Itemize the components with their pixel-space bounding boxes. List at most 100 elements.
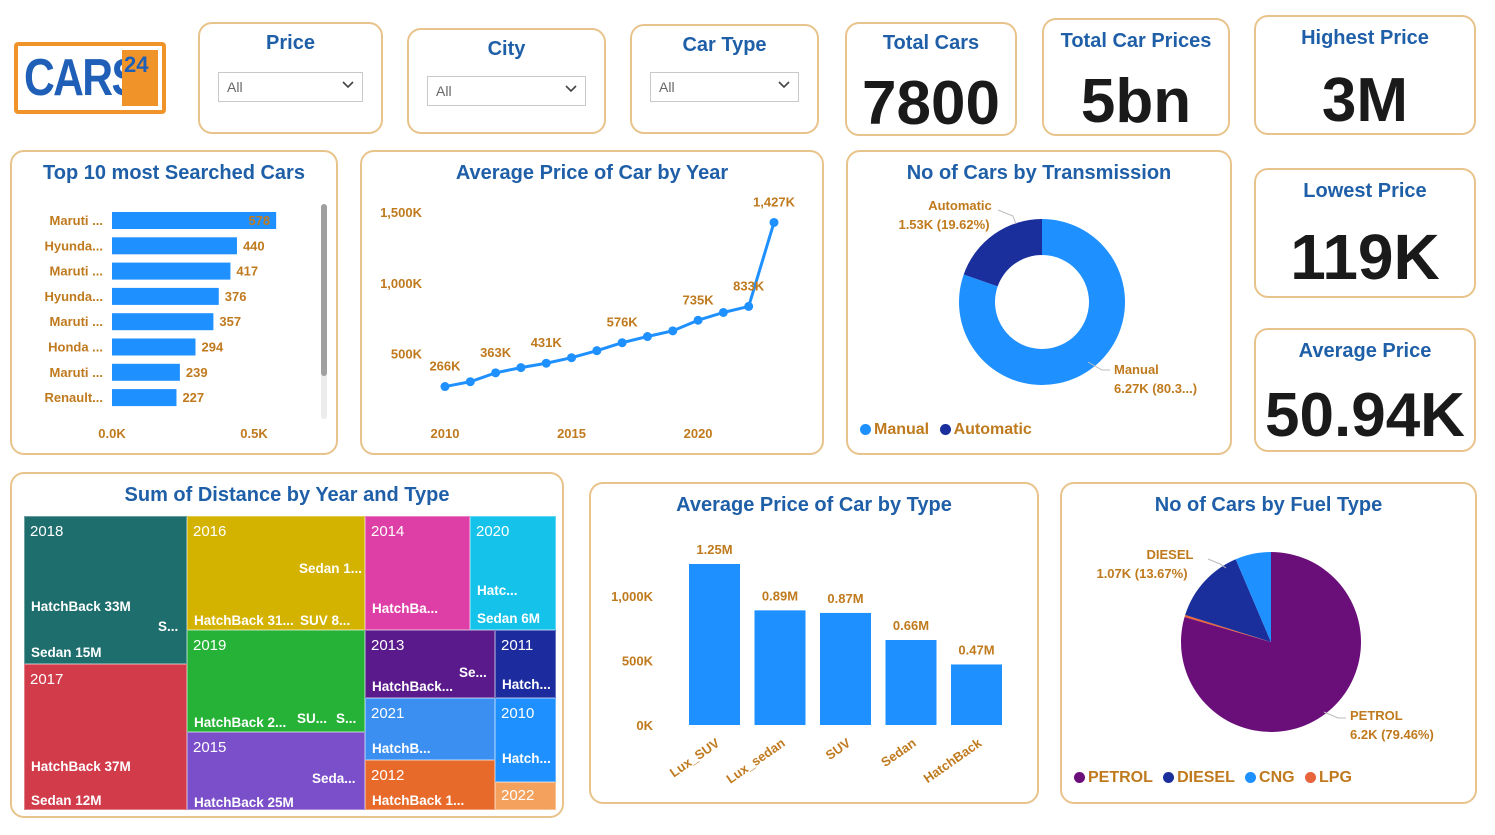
pie-slice-lpg[interactable]	[1184, 614, 1271, 642]
bar[interactable]	[951, 664, 1002, 725]
bar[interactable]	[754, 610, 806, 725]
top10-scrollbar[interactable]	[321, 204, 327, 419]
legend-label-petrol: PETROL	[1088, 769, 1153, 786]
donut-slice-automatic[interactable]	[963, 219, 1042, 287]
legend-item-petrol[interactable]: PETROL	[1074, 769, 1153, 786]
treemap-cell-2018[interactable]: 2018 HatchBack 33M Sedan 15M S...	[24, 516, 187, 664]
bar-value-label: 376	[225, 289, 247, 304]
bar[interactable]	[112, 313, 214, 331]
treemap-cell-2013[interactable]: 2013 HatchBack... Se...	[365, 630, 495, 698]
top10-chart: Maruti ... 578 Hyunda... 440 Maruti ... 417 Hy…	[44, 212, 277, 441]
bar[interactable]	[112, 338, 196, 356]
car-type-slicer[interactable]: Car Type All	[630, 24, 819, 134]
bar[interactable]	[112, 389, 177, 407]
bar-category-label: Renault...	[44, 390, 103, 405]
legend-item-manual[interactable]: Manual	[860, 421, 929, 438]
legend-item-automatic[interactable]: Automatic	[939, 421, 1032, 438]
bar-category-label: Maruti ...	[50, 314, 103, 329]
data-point[interactable]	[769, 217, 779, 227]
data-label: 833K	[733, 278, 765, 293]
data-point[interactable]	[617, 338, 627, 348]
data-point[interactable]	[693, 315, 703, 325]
data-point[interactable]	[465, 377, 475, 387]
city-dropdown-value: All	[436, 83, 452, 99]
highest-price-value: 3M	[1321, 66, 1409, 135]
data-point[interactable]	[668, 326, 678, 336]
treemap-sub-label: Sedan 12M	[31, 793, 102, 808]
treemap-year-label: 2022	[501, 787, 535, 804]
treemap-cell-2020[interactable]: 2020 Hatc... Sedan 6M	[470, 516, 556, 630]
pie-slice-cng[interactable]	[1235, 552, 1271, 642]
bar[interactable]	[112, 262, 231, 280]
treemap-sub-label: Hatc...	[477, 583, 518, 598]
treemap-chart: 2018 HatchBack 33M Sedan 15M S... 2017 HatchB…	[24, 516, 556, 810]
lowest-price-value: 119K	[1290, 221, 1440, 293]
treemap-cell-2015[interactable]: 2015 Seda... HatchBack 25M	[187, 732, 365, 810]
city-dropdown[interactable]: All	[427, 76, 586, 106]
price-slicer[interactable]: Price All	[198, 22, 383, 134]
price-dropdown-value: All	[227, 79, 243, 95]
treemap-sub-label: HatchBack 2...	[194, 715, 287, 730]
slice-label-name: Manual	[1114, 362, 1159, 377]
data-label: 266K	[429, 359, 461, 374]
treemap-cell-2014[interactable]: 2014 HatchBa...	[365, 516, 470, 630]
car-type-dropdown[interactable]: All	[650, 72, 799, 102]
total-prices-card: Total Car Prices 5bn	[1042, 18, 1230, 136]
x-tick-label: 2015	[557, 426, 586, 441]
legend-label-automatic: Automatic	[953, 421, 1032, 438]
data-point[interactable]	[567, 353, 577, 363]
leader-line	[1323, 711, 1346, 719]
data-point[interactable]	[491, 368, 501, 378]
treemap-cell-2012[interactable]: 2012 HatchBack 1...	[365, 760, 495, 810]
bar-value-label: 239	[186, 365, 208, 380]
pie-slice-diesel[interactable]	[1185, 559, 1271, 642]
treemap-cell-2021[interactable]: 2021 HatchB...	[365, 698, 495, 760]
bar-value-label: 0.47M	[958, 642, 994, 657]
treemap-cell-2022[interactable]: 2022	[495, 782, 556, 810]
legend-item-cng[interactable]: CNG	[1245, 769, 1295, 786]
data-point[interactable]	[541, 358, 551, 368]
bar[interactable]	[112, 237, 237, 255]
legend-label-diesel: DIESEL	[1177, 769, 1235, 786]
treemap-cell-2011[interactable]: 2011 Hatch...	[495, 630, 556, 698]
price-dropdown[interactable]: All	[218, 72, 363, 102]
bar[interactable]	[689, 564, 740, 725]
donut-slice-manual[interactable]	[959, 219, 1125, 385]
bar[interactable]	[112, 287, 219, 305]
treemap-cell-2017[interactable]: 2017 HatchBack 37M Sedan 12M	[24, 664, 187, 810]
treemap-sub-label: HatchBack 25M	[194, 795, 294, 810]
total-prices-title: Total Car Prices	[1060, 30, 1212, 52]
avg-year-chart: 500K 1,000K 1,500K 2010 2015 2020 266K 363K 431K…	[380, 194, 795, 441]
fuel-title: No of Cars by Fuel Type	[1154, 494, 1383, 516]
treemap-year-label: 2017	[30, 671, 64, 688]
legend-dot-automatic	[939, 424, 951, 435]
top10-scroll-thumb[interactable]	[321, 204, 327, 376]
bar[interactable]	[885, 639, 937, 725]
data-point[interactable]	[516, 363, 526, 373]
x-tick-label: 2010	[431, 426, 460, 441]
treemap-cell-2019[interactable]: 2019 HatchBack 2... SU... S...	[187, 630, 365, 732]
bar[interactable]	[820, 612, 871, 725]
city-slicer[interactable]: City All	[407, 28, 606, 134]
treemap-cell-2016[interactable]: 2016 Sedan 1... HatchBack 31... SUV 8...	[187, 516, 365, 630]
legend-item-lpg[interactable]: LPG	[1305, 769, 1352, 786]
treemap-year-label: 2011	[501, 637, 534, 654]
data-point[interactable]	[592, 346, 602, 356]
data-point[interactable]	[642, 332, 652, 342]
treemap-cell-2010[interactable]: 2010 Hatch...	[495, 698, 556, 782]
cars24-logo: CARS 24	[14, 42, 166, 114]
y-tick-label: 500K	[391, 346, 423, 361]
data-point[interactable]	[718, 307, 728, 317]
data-point[interactable]	[440, 382, 450, 392]
slice-label-name: DIESEL	[1147, 547, 1194, 562]
slice-label-value: 6.2K (79.46%)	[1350, 727, 1434, 742]
x-tick-label: SUV	[823, 735, 854, 763]
data-point[interactable]	[744, 301, 754, 311]
bar[interactable]	[112, 363, 180, 381]
treemap-sub-label: Se...	[459, 665, 487, 680]
legend-dot-petrol	[1074, 772, 1085, 783]
bar[interactable]	[112, 212, 277, 229]
legend-item-diesel[interactable]: DIESEL	[1163, 769, 1235, 786]
x-tick-label: 2020	[684, 426, 713, 441]
bar-category-label: Maruti ...	[50, 264, 103, 279]
